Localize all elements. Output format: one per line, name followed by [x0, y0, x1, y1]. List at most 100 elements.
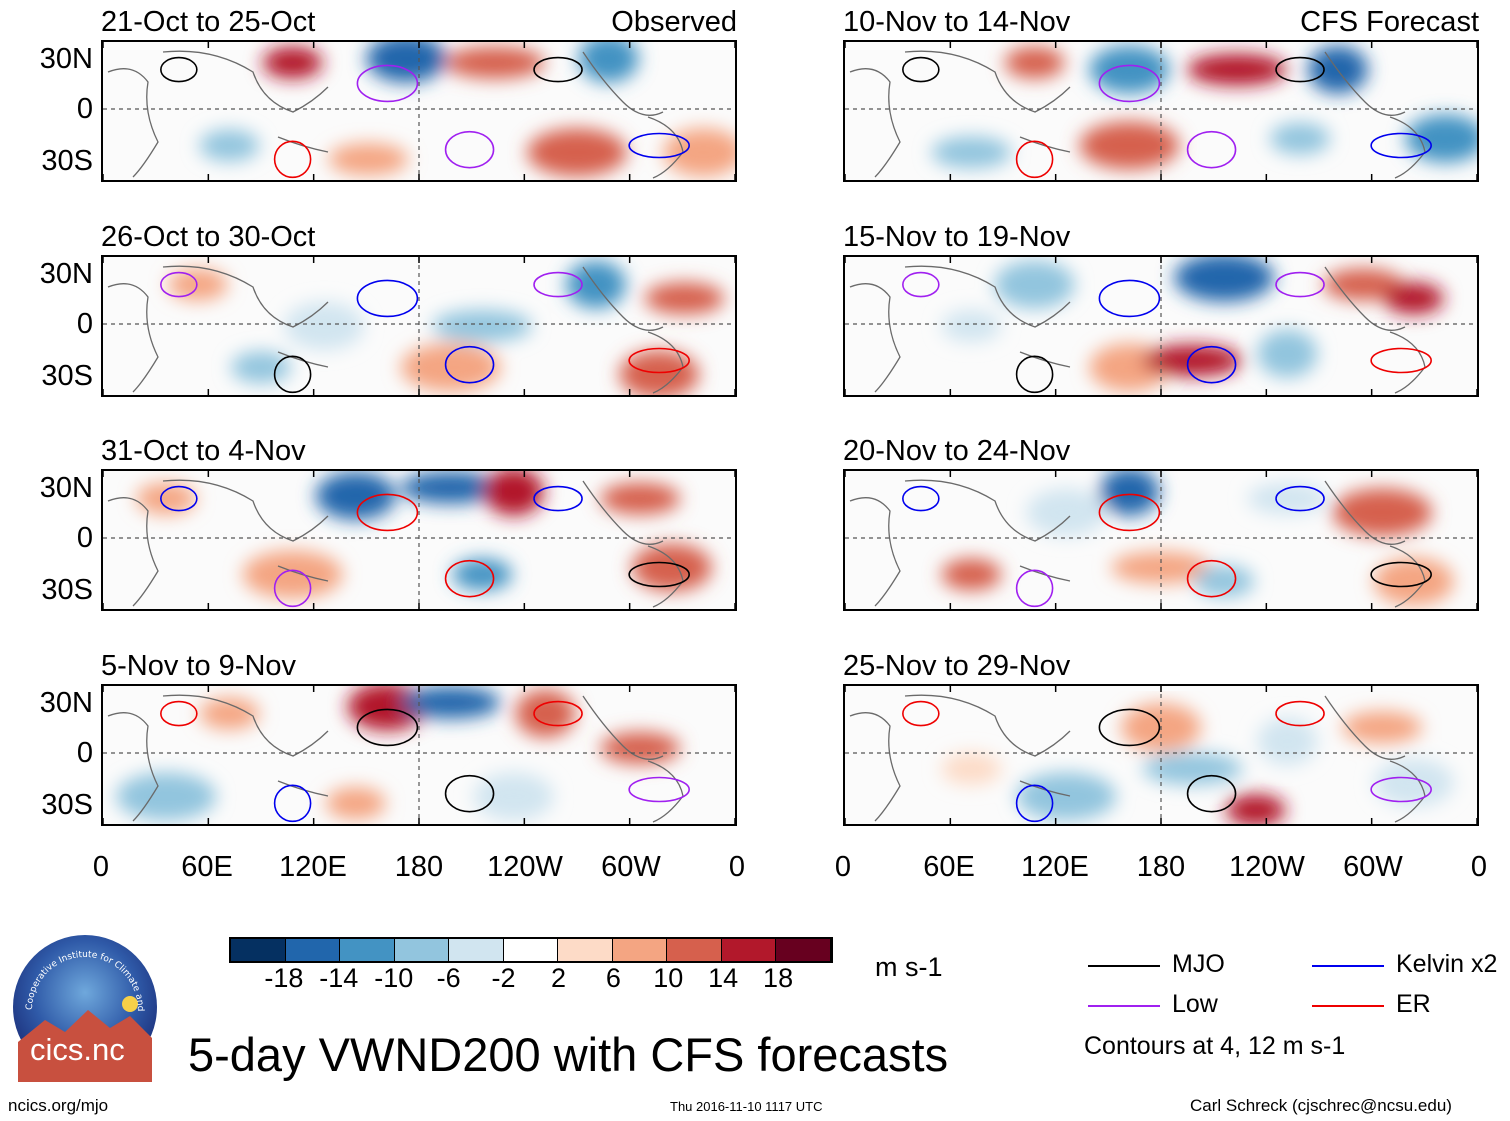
contour [628, 561, 690, 588]
continent-outline [162, 50, 329, 113]
continent-outline [582, 695, 664, 760]
contour [628, 132, 690, 159]
lat-label: 30S [41, 145, 93, 177]
anomaly-blob [578, 42, 639, 83]
lon-label: 0 [834, 851, 852, 883]
colorbar-swatch [449, 939, 504, 961]
continent-outline [582, 51, 664, 116]
continent-outline [1324, 266, 1406, 331]
colorbar-tick-label: -6 [436, 963, 461, 993]
contour [160, 700, 198, 727]
colorbar-tick-label: -2 [491, 963, 516, 993]
continent-outline [582, 266, 664, 331]
map-panel [843, 255, 1479, 397]
anomaly-blob [515, 689, 576, 738]
continent-outline [849, 497, 901, 607]
anomaly-blob [1342, 711, 1423, 744]
contour [902, 56, 940, 83]
colorbar-tick-label: 18 [763, 963, 794, 993]
legend-label: ER [1396, 990, 1431, 1018]
continent-outline [1019, 351, 1071, 368]
anomaly-blob [325, 787, 386, 820]
anomaly-blob [328, 143, 409, 176]
anomaly-blob [1079, 121, 1180, 170]
continent-outline [904, 479, 1071, 542]
lat-label: 0 [76, 522, 93, 554]
lat-label: 30N [39, 43, 93, 75]
anomaly-blob [644, 282, 725, 315]
anomaly-blob [199, 129, 260, 162]
contour [1015, 355, 1054, 394]
colorbar-swatch [340, 939, 395, 961]
colorbar-tick-label: 14 [708, 963, 739, 993]
contour [1015, 140, 1054, 179]
panel-title: 26-Oct to 30-Oct [101, 221, 316, 253]
colorbar-swatch [231, 939, 286, 961]
column-label: CFS Forecast [1300, 6, 1479, 38]
continent-outline [107, 68, 159, 178]
anomaly-blob [1174, 257, 1275, 302]
colorbar-tick-label: 2 [550, 963, 566, 993]
anomaly-blob [1016, 772, 1117, 821]
legend-line [1088, 965, 1160, 967]
lat-label: 30N [39, 472, 93, 504]
continent-outline [277, 780, 329, 797]
contour [273, 569, 312, 608]
anomaly-blob [1099, 471, 1160, 516]
anomaly-blob [600, 732, 681, 765]
contour [273, 140, 312, 179]
continent-outline [107, 497, 159, 607]
continent-outline [849, 283, 901, 393]
continent-outline [1389, 331, 1426, 394]
cics-logo: Cooperative Institute for Climate and Sa… [7, 925, 160, 1082]
continent-outline [849, 712, 901, 822]
lat-label: 0 [76, 308, 93, 340]
contour [1370, 561, 1432, 588]
colorbar-tick-label: -14 [319, 963, 359, 993]
colorbar-tick-label: -18 [264, 963, 304, 993]
contour [1015, 784, 1054, 823]
continent-outline [1019, 780, 1071, 797]
lat-label: 30S [41, 789, 93, 821]
contour [628, 776, 690, 803]
anomaly-blob [941, 310, 1002, 342]
anomaly-blob [473, 772, 554, 821]
continent-outline [107, 283, 159, 393]
lat-label: 30N [39, 258, 93, 290]
lon-label: 180 [1136, 851, 1186, 883]
legend-note: Contours at 4, 12 m s-1 [1084, 1032, 1346, 1060]
lat-label: 0 [76, 737, 93, 769]
anomaly-blob [941, 752, 1002, 785]
continent-outline [647, 760, 684, 823]
colorbar-tick-label: -10 [374, 963, 414, 993]
continent-outline [849, 68, 901, 178]
anomaly-blob [262, 46, 323, 79]
panel-title: 31-Oct to 4-Nov [101, 435, 306, 467]
anomaly-blob [994, 260, 1075, 309]
anomaly-blob [199, 697, 260, 730]
lat-label: 0 [76, 93, 93, 125]
continent-outline [582, 480, 664, 545]
contour [1186, 130, 1237, 169]
map-panel [101, 469, 737, 611]
contour [1275, 700, 1325, 727]
lat-label: 30S [41, 360, 93, 392]
anomaly-blob [116, 772, 217, 821]
logo-text: cics.nc [30, 1032, 125, 1067]
lon-label: 60E [181, 851, 233, 883]
lat-label: 30N [39, 687, 93, 719]
anomaly-blob [167, 268, 228, 301]
legend-label: Kelvin x2 [1396, 950, 1498, 978]
panel-title: 15-Nov to 19-Nov [843, 221, 1071, 253]
contour [533, 271, 583, 298]
anomaly-blob [284, 302, 365, 350]
map-panel [843, 684, 1479, 826]
footer-left[interactable]: ncics.org/mjo [8, 1096, 109, 1115]
lon-label: 0 [1470, 851, 1488, 883]
continent-outline [904, 265, 1071, 328]
contour [628, 347, 690, 374]
lat-label: 30S [41, 574, 93, 606]
continent-outline [904, 694, 1071, 757]
panel-title: 21-Oct to 25-Oct [101, 6, 316, 38]
colorbar [229, 937, 833, 963]
